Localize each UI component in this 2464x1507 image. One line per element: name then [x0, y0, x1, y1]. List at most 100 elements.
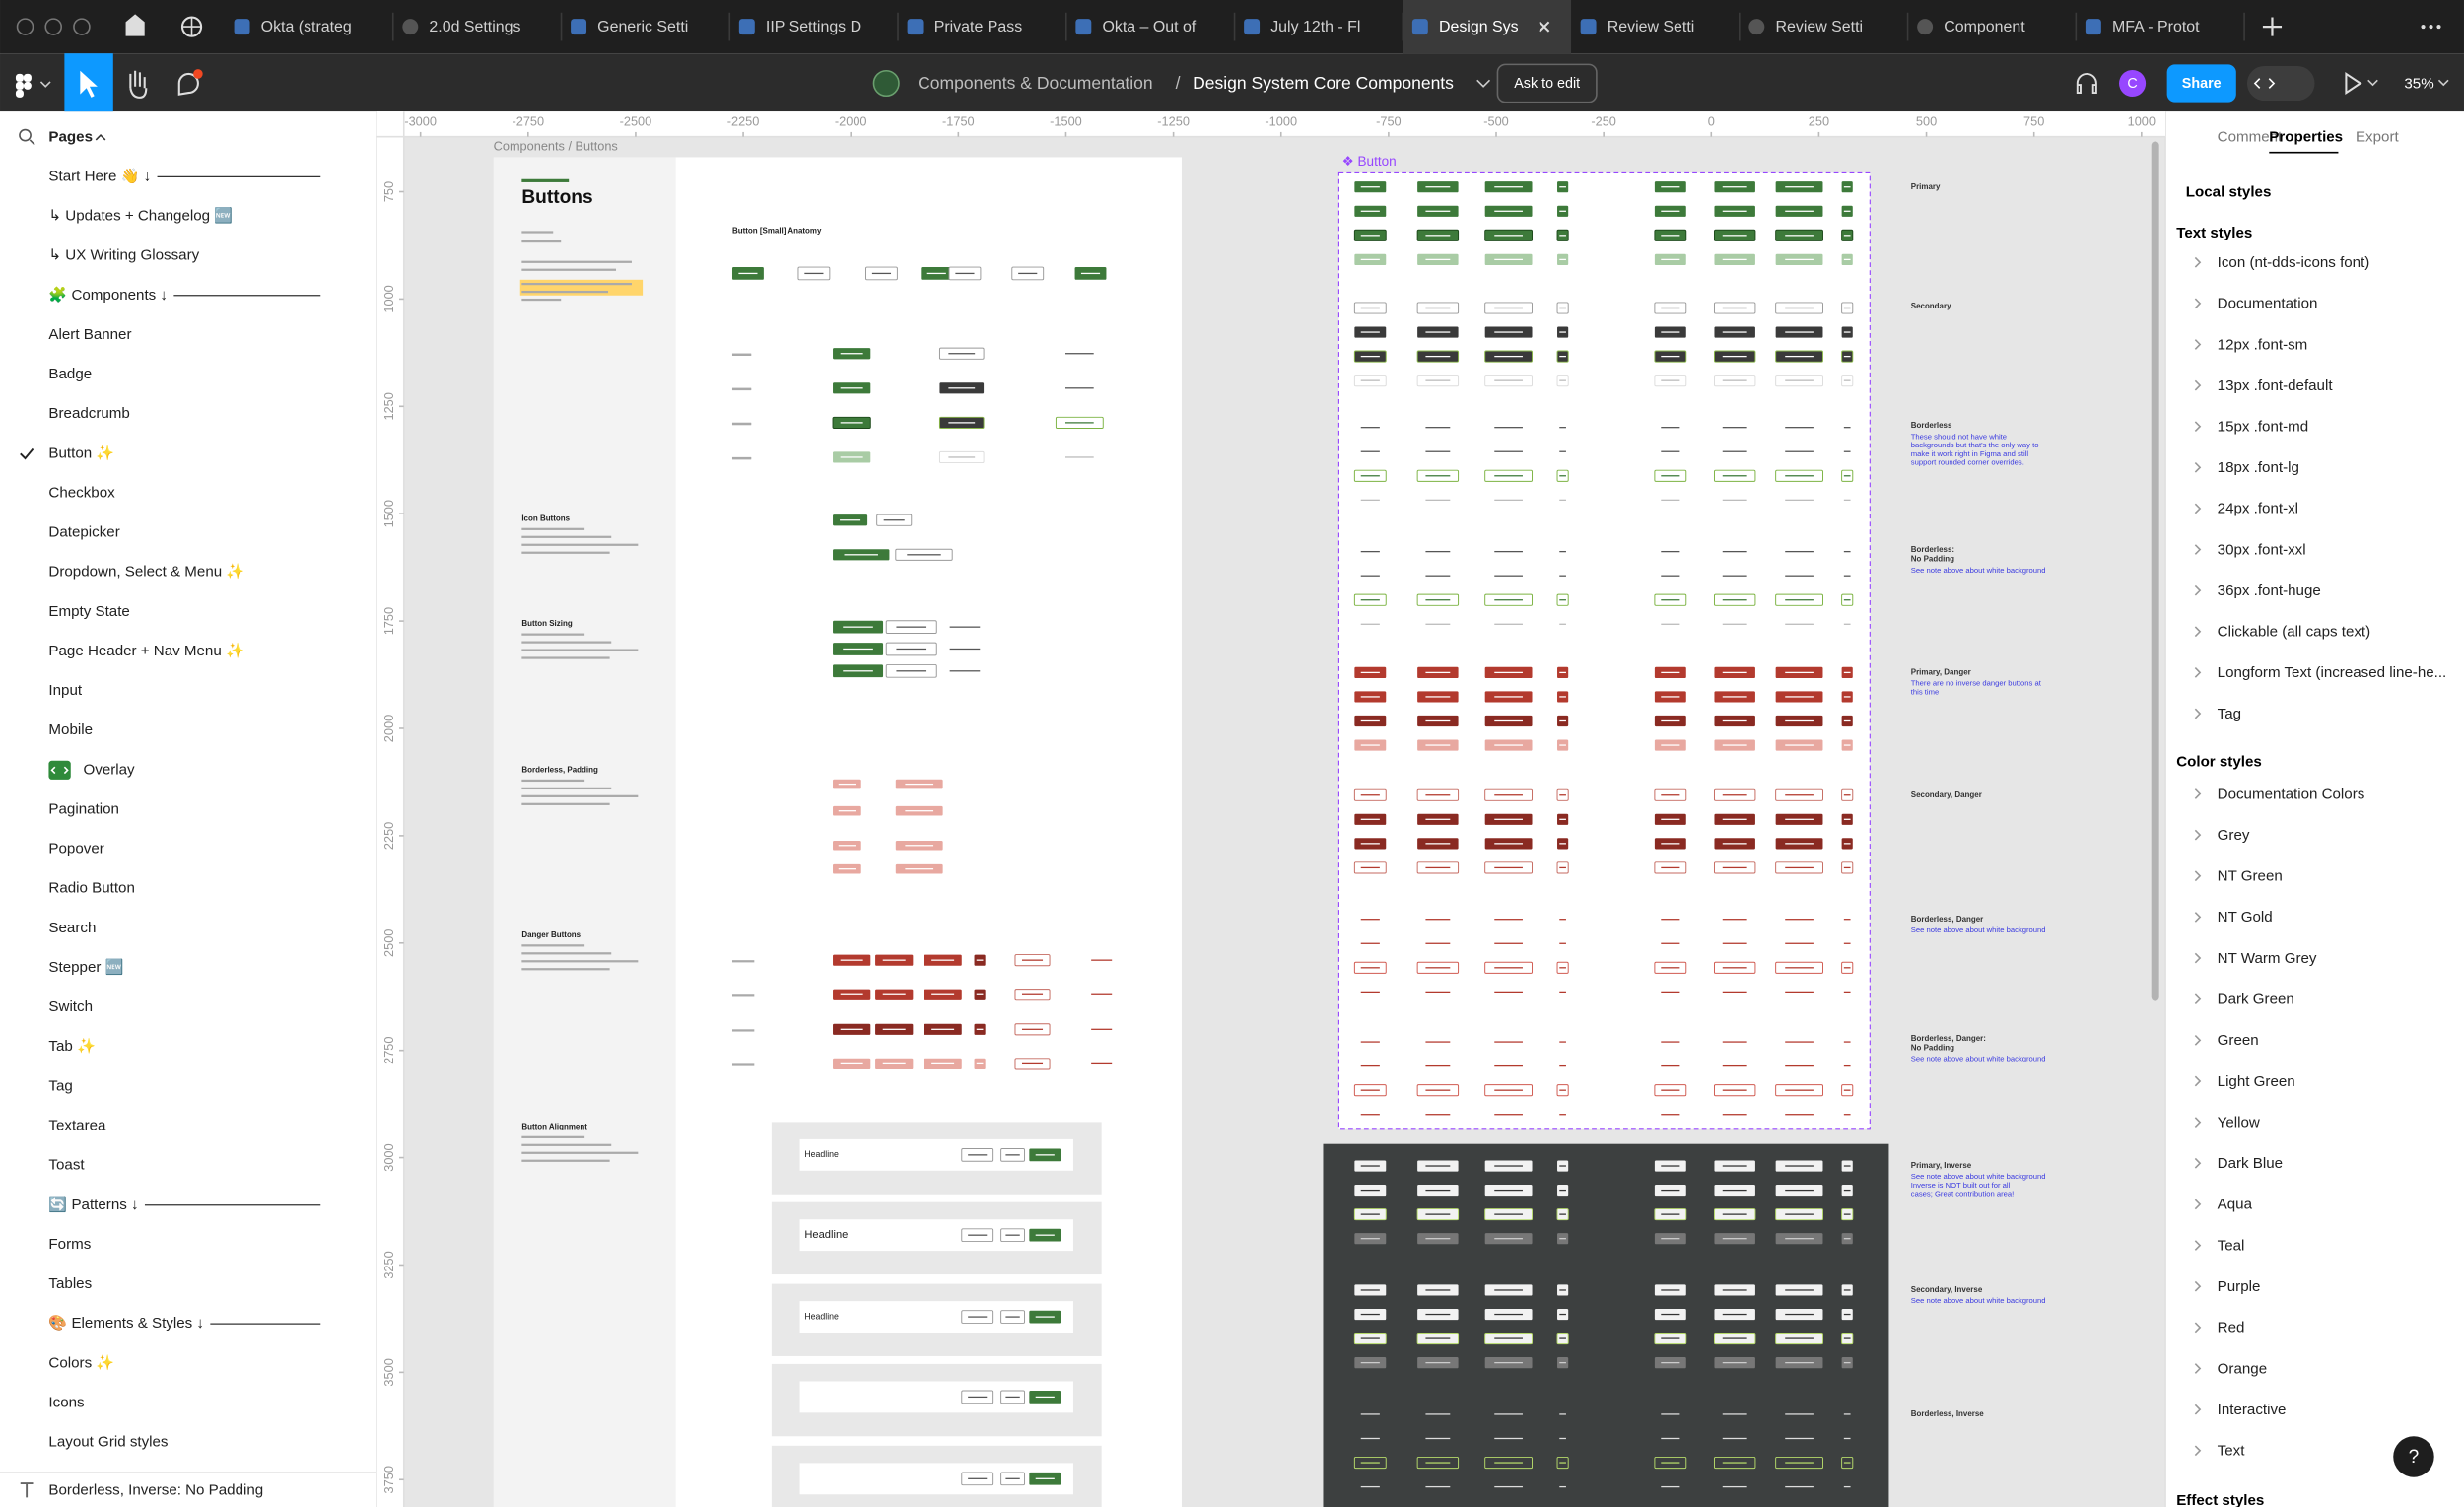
panel-tab[interactable]: Comment: [2218, 129, 2283, 146]
style-item[interactable]: Red: [2218, 1320, 2245, 1336]
page-item[interactable]: Layout Grid styles: [48, 1434, 168, 1451]
pages-chevron[interactable]: [95, 133, 106, 141]
style-item[interactable]: Purple: [2218, 1278, 2261, 1295]
style-item[interactable]: Orange: [2218, 1360, 2267, 1377]
style-item[interactable]: NT Warm Grey: [2218, 950, 2317, 967]
page-item[interactable]: Dropdown, Select & Menu ✨: [48, 563, 244, 581]
zoom-level[interactable]: 35%: [2404, 75, 2433, 92]
home-icon[interactable]: [125, 14, 145, 36]
page-item[interactable]: Search: [48, 920, 96, 936]
share-button[interactable]: [2166, 64, 2236, 103]
page-item[interactable]: Datepicker: [48, 524, 119, 541]
page-item[interactable]: Input: [48, 682, 82, 699]
tab-label[interactable]: 2.0d Settings: [429, 19, 520, 35]
page-item[interactable]: Popover: [48, 841, 103, 857]
page-item[interactable]: Button ✨: [48, 444, 114, 461]
page-item[interactable]: Toast: [48, 1157, 85, 1174]
page-item[interactable]: Mobile: [48, 721, 93, 738]
style-item[interactable]: Dark Green: [2218, 991, 2294, 1007]
style-item[interactable]: Light Green: [2218, 1073, 2295, 1090]
window-close[interactable]: [16, 18, 34, 35]
page-item[interactable]: Overlay: [84, 761, 136, 778]
page-item[interactable]: Textarea: [48, 1117, 106, 1133]
tab-label[interactable]: Review Setti: [1608, 19, 1695, 35]
tab-label[interactable]: IIP Settings D: [766, 19, 861, 35]
panel-tab[interactable]: Properties: [2269, 129, 2343, 146]
style-item[interactable]: 36px .font-huge: [2218, 582, 2321, 599]
page-item[interactable]: Badge: [48, 366, 92, 382]
page-item[interactable]: 🔄 Patterns ↓: [48, 1196, 138, 1213]
page-item[interactable]: Colors ✨: [48, 1353, 114, 1371]
style-item[interactable]: NT Green: [2218, 868, 2283, 885]
page-item[interactable]: Start Here 👋 ↓: [48, 167, 151, 184]
page-item[interactable]: Empty State: [48, 603, 129, 620]
dev-mode-toggle[interactable]: [2246, 65, 2315, 102]
style-item[interactable]: Grey: [2218, 827, 2250, 844]
page-item[interactable]: Tab ✨: [48, 1037, 95, 1055]
style-item[interactable]: NT Gold: [2218, 909, 2273, 925]
tab-close[interactable]: [1539, 21, 1550, 33]
avatar[interactable]: [2119, 69, 2147, 98]
style-item[interactable]: 30px .font-xxl: [2218, 541, 2306, 558]
project-name[interactable]: Components & Documentation: [918, 73, 1153, 93]
page-item[interactable]: Alert Banner: [48, 326, 131, 343]
style-item[interactable]: Documentation Colors: [2218, 786, 2365, 802]
page-item[interactable]: ↳ UX Writing Glossary: [48, 247, 199, 264]
tab-label[interactable]: MFA - Protot: [2112, 19, 2200, 35]
page-item[interactable]: Tables: [48, 1275, 92, 1292]
page-item[interactable]: Icons: [48, 1394, 85, 1410]
style-item[interactable]: 18px .font-lg: [2218, 459, 2299, 476]
style-item[interactable]: Tag: [2218, 706, 2241, 722]
page-item[interactable]: Pagination: [48, 800, 118, 817]
main-menu[interactable]: [15, 73, 32, 98]
panel-tab[interactable]: Export: [2356, 129, 2400, 146]
present-button[interactable]: [2345, 71, 2362, 96]
file-name[interactable]: Design System Core Components: [1193, 73, 1454, 93]
audio-icon[interactable]: [2076, 72, 2097, 95]
pages-title[interactable]: Pages: [48, 129, 93, 146]
hand-tool[interactable]: [129, 70, 148, 99]
tab-label[interactable]: Generic Setti: [597, 19, 688, 35]
page-item[interactable]: Stepper 🆕: [48, 958, 123, 976]
window-minimize[interactable]: [44, 18, 62, 35]
page-item[interactable]: 🧩 Components ↓: [48, 286, 168, 304]
tab-label[interactable]: Okta (strateg: [261, 19, 352, 35]
style-item[interactable]: Green: [2218, 1032, 2259, 1049]
style-item[interactable]: 12px .font-sm: [2218, 336, 2308, 353]
page-item[interactable]: 🎨 Elements & Styles ↓: [48, 1313, 204, 1332]
style-item[interactable]: 15px .font-md: [2218, 419, 2308, 436]
tab-menu[interactable]: [2421, 25, 2441, 30]
page-item[interactable]: Switch: [48, 998, 93, 1015]
scrollbar[interactable]: [2151, 141, 2159, 1001]
page-item[interactable]: Breadcrumb: [48, 405, 129, 422]
file-chevron[interactable]: [1476, 79, 1491, 88]
style-item[interactable]: 13px .font-default: [2218, 377, 2334, 394]
tab-label[interactable]: Okta – Out of: [1102, 19, 1196, 35]
tab-label[interactable]: Private Pass: [934, 19, 1022, 35]
ask-to-edit-button[interactable]: [1496, 63, 1598, 103]
style-item[interactable]: Text: [2218, 1443, 2246, 1460]
window-zoom[interactable]: [73, 18, 91, 35]
style-item[interactable]: Longform Text (increased line-he...: [2218, 664, 2447, 681]
style-item[interactable]: Aqua: [2218, 1197, 2253, 1213]
style-item[interactable]: Teal: [2218, 1237, 2245, 1254]
style-item[interactable]: Yellow: [2218, 1114, 2260, 1130]
style-item[interactable]: Documentation: [2218, 296, 2318, 312]
new-tab[interactable]: [2262, 17, 2283, 36]
style-item[interactable]: 24px .font-xl: [2218, 501, 2298, 517]
page-item[interactable]: Checkbox: [48, 484, 115, 501]
style-item[interactable]: Icon (nt-dds-icons font): [2218, 254, 2370, 271]
page-item[interactable]: ↳ Updates + Changelog 🆕: [48, 206, 233, 224]
tab-label[interactable]: Component: [1944, 19, 2025, 35]
style-item[interactable]: Clickable (all caps text): [2218, 624, 2371, 641]
style-item[interactable]: Dark Blue: [2218, 1155, 2283, 1172]
page-item[interactable]: Radio Button: [48, 880, 134, 897]
selected-layer[interactable]: Borderless, Inverse: No Padding: [48, 1481, 263, 1498]
tab-label[interactable]: Review Setti: [1775, 19, 1863, 35]
help-button[interactable]: [2393, 1436, 2434, 1477]
tab-label[interactable]: July 12th - Fl: [1270, 19, 1360, 35]
page-item[interactable]: Page Header + Nav Menu ✨: [48, 642, 243, 659]
page-item[interactable]: Tag: [48, 1077, 72, 1094]
tab-label[interactable]: Design Sys: [1439, 19, 1519, 35]
page-item[interactable]: Forms: [48, 1236, 91, 1253]
